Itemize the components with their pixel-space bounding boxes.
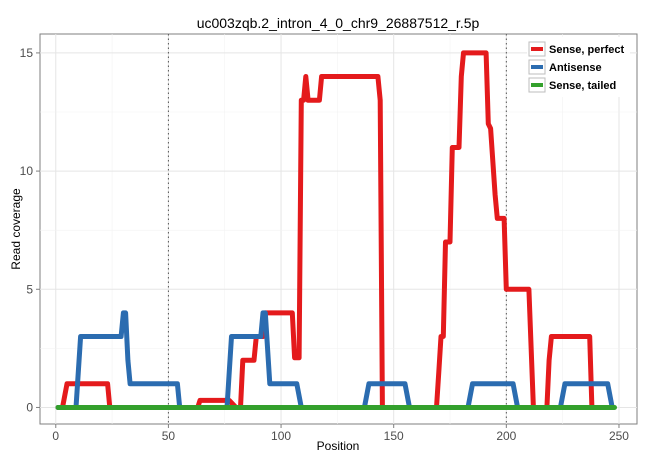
chart-title: uc003zqb.2_intron_4_0_chr9_26887512_r.5p [197,15,480,31]
x-tick-label: 0 [52,429,59,443]
y-tick-label: 5 [26,282,33,296]
series-sense-perfect-line [55,50,613,410]
x-tick-label: 250 [609,429,629,443]
x-tick-label: 200 [496,429,516,443]
y-tick-label: 10 [20,164,34,178]
axes: 0 50 100 150 200 250 0 5 10 15 [20,46,630,443]
x-tick-label: 150 [384,429,404,443]
y-tick-label: 0 [26,400,33,414]
legend: Sense, perfect Antisense Sense, tailed [527,37,630,97]
y-axis-title: Read coverage [9,188,23,270]
legend-label: Sense, perfect [549,44,625,56]
x-tick-label: 50 [162,429,176,443]
grid [40,34,637,424]
legend-label: Sense, tailed [549,80,616,92]
series-lines [55,50,617,410]
plot-panel [39,33,638,425]
y-tick-label: 15 [20,46,34,60]
series-antisense-line [55,310,615,410]
legend-label: Antisense [549,62,602,74]
x-tick-label: 100 [271,429,291,443]
x-axis-title: Position [317,439,360,453]
